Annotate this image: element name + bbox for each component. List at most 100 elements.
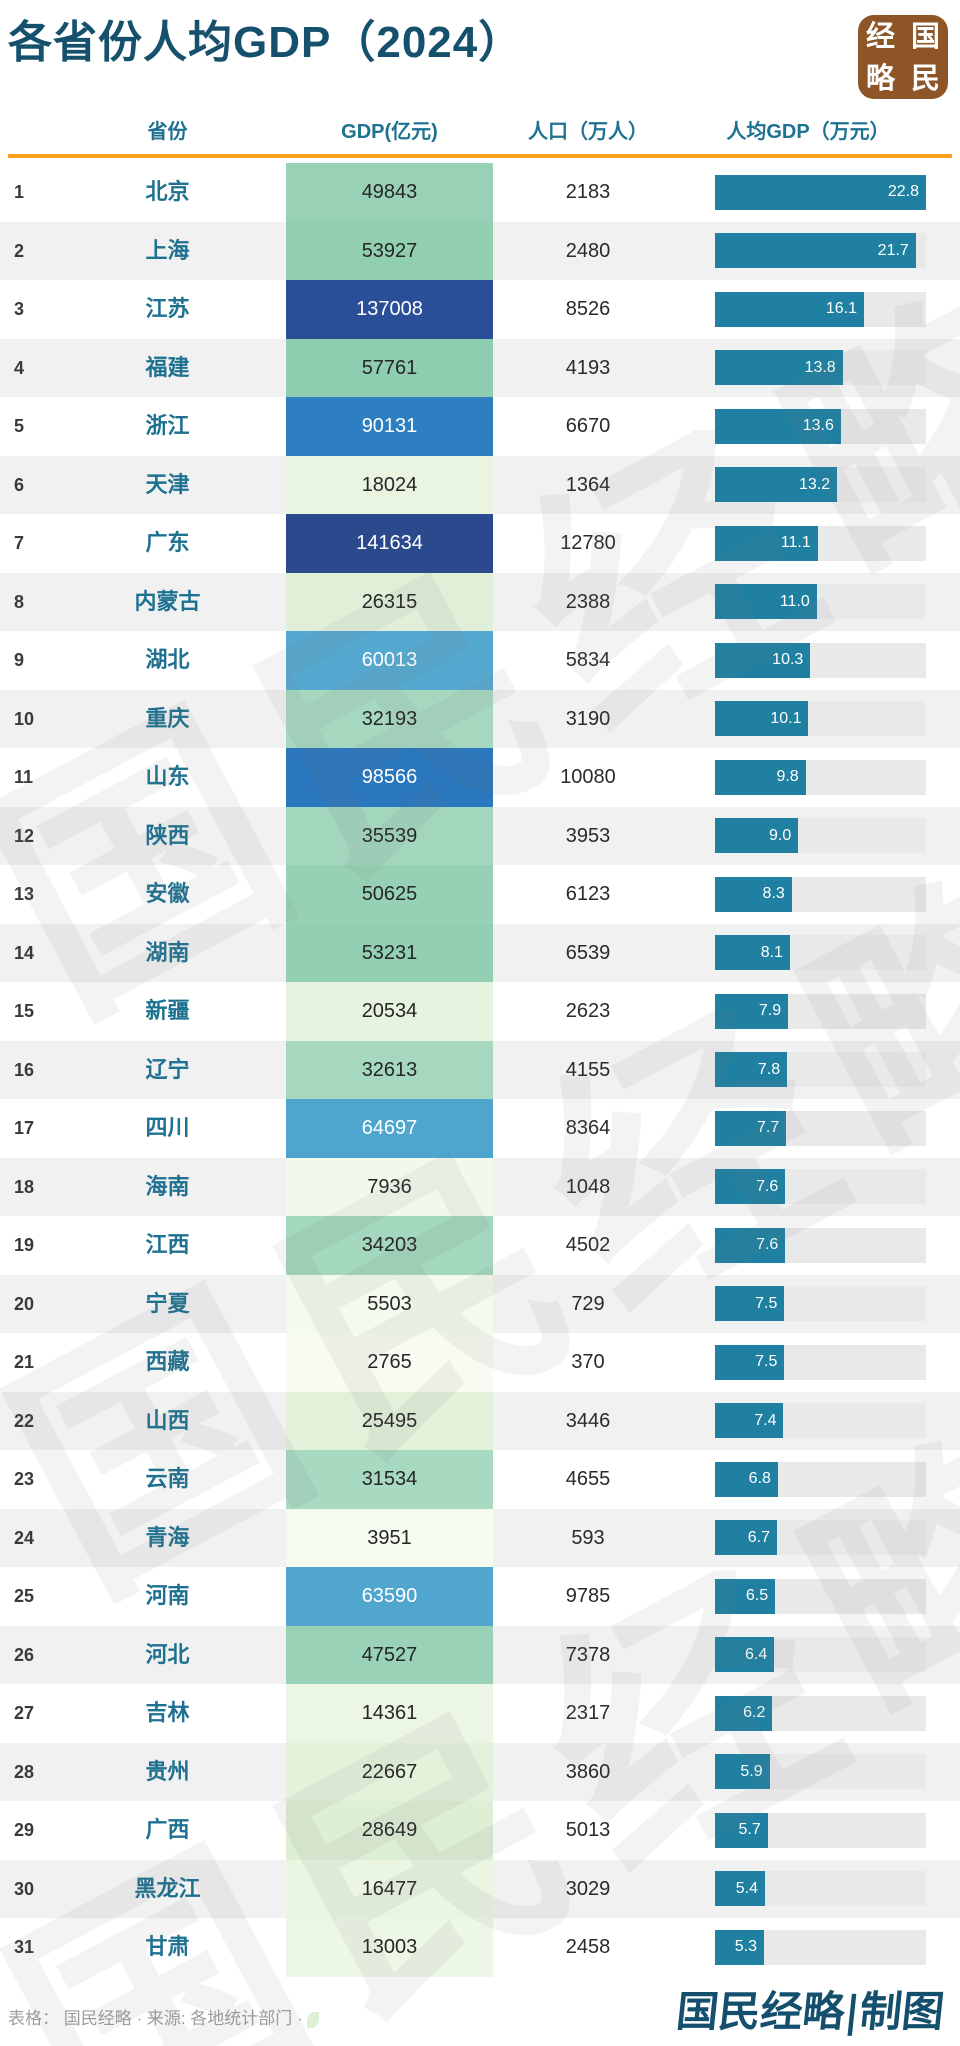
bar-track: 7.6 bbox=[715, 1169, 926, 1204]
leaf-mark bbox=[306, 2011, 319, 2028]
gdp-cell: 3951 bbox=[286, 1508, 493, 1567]
province-cell: 新疆 bbox=[145, 998, 190, 1023]
rank-cell: 31 bbox=[14, 1937, 35, 1957]
bar: 5.7 bbox=[715, 1812, 768, 1848]
rank-cell: 15 bbox=[14, 1001, 35, 1021]
rank-cell: 23 bbox=[14, 1469, 35, 1489]
bar-label: 9.8 bbox=[776, 768, 799, 785]
province-cell: 福建 bbox=[145, 354, 190, 380]
table-row: 10 重庆 32193 3190 10.1 bbox=[0, 689, 960, 748]
bar-track: 8.3 bbox=[715, 876, 926, 912]
bar-label: 16.1 bbox=[825, 300, 857, 317]
table-row: 18 海南 7936 1048 7.6 bbox=[0, 1157, 960, 1216]
gdp-cell: 13003 bbox=[286, 1918, 493, 1977]
table-row: 14 湖南 53231 6539 8.1 bbox=[0, 923, 960, 982]
table-row: 21 西藏 2765 370 7.5 bbox=[0, 1333, 960, 1392]
table-row: 27 吉林 14361 2317 6.2 bbox=[0, 1684, 960, 1743]
gdp-cell: 34203 bbox=[286, 1216, 493, 1275]
table-row: 1 北京 49843 2183 22.8 bbox=[0, 163, 960, 222]
province-cell: 吉林 bbox=[145, 1700, 190, 1725]
bar-label: 6.7 bbox=[747, 1528, 770, 1546]
bar-track: 13.2 bbox=[715, 467, 926, 502]
province-cell: 天津 bbox=[145, 471, 190, 497]
population-cell: 3029 bbox=[565, 1877, 611, 1900]
table-row: 5 浙江 90131 6670 13.6 bbox=[0, 397, 960, 456]
table-row: 4 福建 57761 4193 13.8 bbox=[0, 338, 960, 397]
gdp-cell: 14361 bbox=[286, 1684, 493, 1743]
gdp-cell: 53231 bbox=[286, 923, 493, 982]
rank-cell: 27 bbox=[14, 1703, 35, 1723]
population-cell: 2388 bbox=[565, 590, 611, 613]
rank-cell: 18 bbox=[14, 1176, 35, 1197]
rank-cell: 19 bbox=[14, 1235, 35, 1255]
bar-label: 13.6 bbox=[802, 417, 834, 434]
bar-label: 6.5 bbox=[745, 1587, 769, 1604]
rank-cell: 8 bbox=[14, 591, 25, 612]
population-cell: 2480 bbox=[565, 239, 611, 262]
bar-label: 7.4 bbox=[754, 1411, 777, 1429]
bar-label: 5.3 bbox=[734, 1938, 758, 1955]
population-cell: 1364 bbox=[565, 473, 611, 496]
bar-track: 9.8 bbox=[715, 759, 926, 795]
rank-cell: 13 bbox=[14, 884, 35, 904]
bar-track: 6.5 bbox=[715, 1578, 926, 1614]
bar-label: 7.7 bbox=[757, 1119, 780, 1136]
table-row: 28 贵州 22667 3860 5.9 bbox=[0, 1742, 960, 1801]
gdp-cell: 18024 bbox=[286, 455, 493, 514]
gdp-cell: 98566 bbox=[286, 748, 493, 807]
bar: 5.3 bbox=[715, 1929, 765, 1965]
province-cell: 河北 bbox=[145, 1641, 190, 1667]
bar: 16.1 bbox=[715, 291, 864, 327]
bar-track: 21.7 bbox=[715, 233, 926, 268]
logo-char: 国 bbox=[910, 18, 940, 53]
province-cell: 广东 bbox=[145, 530, 190, 555]
gdp-cell: 31534 bbox=[286, 1450, 493, 1509]
gdp-cell: 49843 bbox=[286, 163, 493, 222]
gdp-cell: 141634 bbox=[286, 514, 493, 573]
gdp-cell: 5503 bbox=[286, 1274, 493, 1333]
province-cell: 宁夏 bbox=[145, 1290, 190, 1316]
bar: 7.6 bbox=[715, 1227, 786, 1263]
gdp-cell: 60013 bbox=[286, 631, 493, 690]
bar-label: 13.8 bbox=[804, 358, 836, 376]
bar-label: 8.1 bbox=[760, 943, 783, 961]
bar-track: 7.6 bbox=[715, 1227, 926, 1263]
gdp-cell: 137008 bbox=[286, 280, 493, 339]
rank-cell: 29 bbox=[14, 1820, 35, 1840]
bar-label: 7.5 bbox=[755, 1353, 778, 1370]
table-row: 2 上海 53927 2480 21.7 bbox=[0, 221, 960, 280]
gdp-cell: 32613 bbox=[286, 1040, 493, 1099]
table-row: 20 宁夏 5503 729 7.5 bbox=[0, 1274, 960, 1333]
gdp-cell: 57761 bbox=[286, 338, 493, 397]
rank-cell: 9 bbox=[14, 650, 25, 670]
table-row: 6 天津 18024 1364 13.2 bbox=[0, 455, 960, 514]
logo-char: 经 bbox=[865, 18, 895, 53]
population-cell: 9785 bbox=[565, 1585, 611, 1607]
bar-label: 10.1 bbox=[770, 709, 802, 727]
rank-cell: 28 bbox=[14, 1761, 35, 1782]
population-cell: 8526 bbox=[565, 298, 611, 320]
population-cell: 729 bbox=[571, 1292, 605, 1315]
bar-track: 7.5 bbox=[715, 1344, 926, 1380]
bar-label: 6.8 bbox=[748, 1470, 771, 1487]
population-cell: 3190 bbox=[565, 707, 611, 730]
table-row: 25 河南 63590 9785 6.5 bbox=[0, 1567, 960, 1626]
province-cell: 辽宁 bbox=[145, 1056, 190, 1082]
gdp-cell: 63590 bbox=[286, 1567, 493, 1626]
province-cell: 云南 bbox=[145, 1466, 190, 1491]
bar: 13.2 bbox=[715, 467, 838, 502]
bar-label: 7.8 bbox=[757, 1060, 781, 1078]
table-row: 12 陕西 35539 3953 9.0 bbox=[0, 806, 960, 865]
bar: 13.8 bbox=[715, 350, 843, 385]
province-cell: 山西 bbox=[145, 1407, 190, 1433]
table-row: 17 四川 64697 8364 7.7 bbox=[0, 1099, 960, 1158]
logo-char: 民 bbox=[910, 60, 940, 95]
rank-cell: 3 bbox=[14, 299, 25, 319]
gdp-cell: 2765 bbox=[286, 1333, 493, 1392]
page-title: 各省份人均GDP（2024） bbox=[8, 18, 524, 67]
table-row: 15 新疆 20534 2623 7.9 bbox=[0, 982, 960, 1041]
column-header-population: 人口（万人） bbox=[528, 121, 648, 143]
rank-cell: 1 bbox=[14, 182, 25, 202]
bar: 10.1 bbox=[715, 701, 809, 736]
bar-track: 7.4 bbox=[715, 1403, 926, 1438]
